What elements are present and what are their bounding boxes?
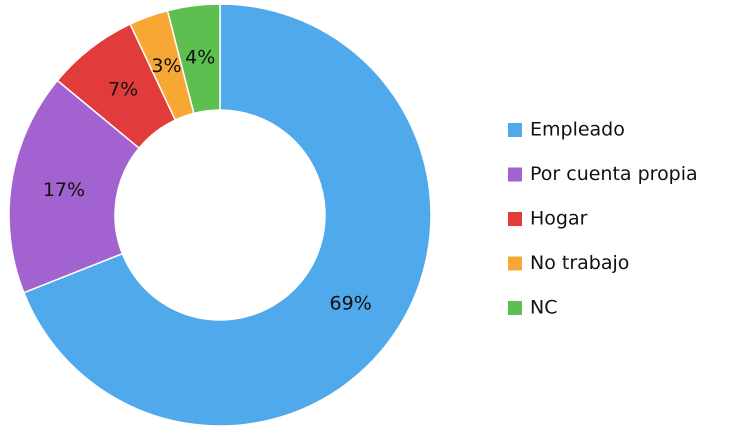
legend-swatch [508,212,522,226]
legend-label: Hogar [530,208,588,230]
donut-slice [166,3,221,115]
legend-swatch [508,256,522,271]
data-label: 3% [151,55,181,77]
legend-label: Por cuenta propia [530,163,698,185]
donut-slice [22,3,432,427]
legend-label: No trabajo [530,252,629,274]
data-label: 69% [330,292,372,314]
data-label: 17% [43,179,85,201]
data-label: 4% [185,47,215,69]
donut-slice [8,79,141,294]
data-label: 7% [108,79,138,101]
legend-label: NC [530,297,557,319]
legend-swatch [508,167,522,182]
legend-swatch [508,301,522,315]
legend-swatch [508,123,522,137]
legend-label: Empleado [530,119,625,141]
